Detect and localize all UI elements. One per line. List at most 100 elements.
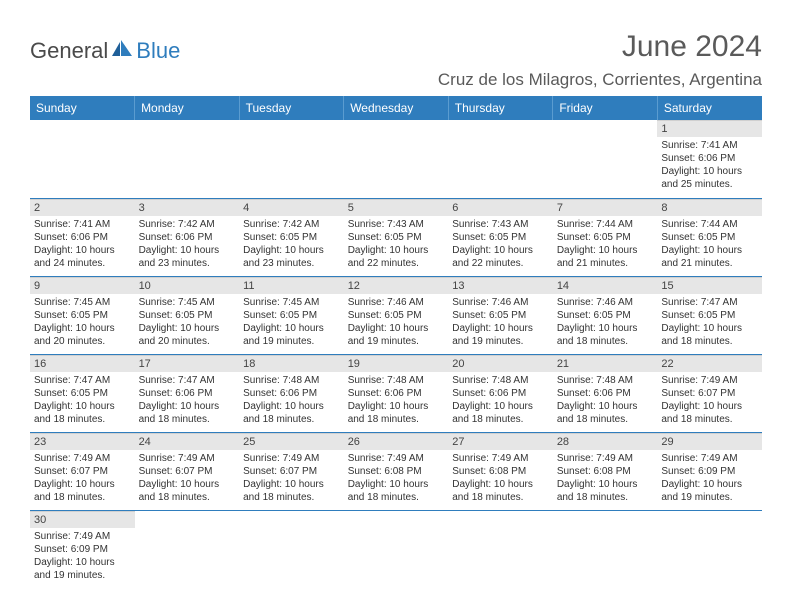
day-day2: and 21 minutes. (557, 257, 654, 270)
day-number: 5 (344, 199, 449, 216)
day-day1: Daylight: 10 hours (34, 400, 131, 413)
day-day2: and 22 minutes. (452, 257, 549, 270)
day-cell: 5Sunrise: 7:43 AMSunset: 6:05 PMDaylight… (344, 198, 449, 276)
day-number: 1 (657, 120, 762, 137)
day-sunset: Sunset: 6:08 PM (557, 465, 654, 478)
day-sunrise: Sunrise: 7:48 AM (557, 374, 654, 387)
title-block: June 2024 Cruz de los Milagros, Corrient… (438, 30, 762, 90)
day-cell: 14Sunrise: 7:46 AMSunset: 6:05 PMDayligh… (553, 276, 658, 354)
day-sunrise: Sunrise: 7:43 AM (348, 218, 445, 231)
day-sunset: Sunset: 6:05 PM (34, 309, 131, 322)
day-sunrise: Sunrise: 7:49 AM (348, 452, 445, 465)
day-cell: 21Sunrise: 7:48 AMSunset: 6:06 PMDayligh… (553, 354, 658, 432)
day-sunset: Sunset: 6:06 PM (243, 387, 340, 400)
day-number: 14 (553, 277, 658, 294)
day-sunset: Sunset: 6:05 PM (243, 231, 340, 244)
day-number: 15 (657, 277, 762, 294)
page-header: General Blue June 2024 Cruz de los Milag… (30, 30, 762, 90)
day-number: 16 (30, 355, 135, 372)
day-cell: 12Sunrise: 7:46 AMSunset: 6:05 PMDayligh… (344, 276, 449, 354)
day-sunset: Sunset: 6:05 PM (348, 309, 445, 322)
day-sunrise: Sunrise: 7:47 AM (34, 374, 131, 387)
day-sunrise: Sunrise: 7:42 AM (139, 218, 236, 231)
weekday-header: Monday (135, 96, 240, 120)
day-details: Sunrise: 7:41 AMSunset: 6:06 PMDaylight:… (657, 137, 762, 195)
brand-text-2: Blue (136, 38, 180, 64)
day-day2: and 18 minutes. (661, 335, 758, 348)
day-day2: and 18 minutes. (557, 335, 654, 348)
day-cell (135, 510, 240, 588)
day-number: 3 (135, 199, 240, 216)
day-day1: Daylight: 10 hours (557, 478, 654, 491)
day-cell (239, 120, 344, 198)
day-sunrise: Sunrise: 7:47 AM (661, 296, 758, 309)
day-sunset: Sunset: 6:06 PM (348, 387, 445, 400)
day-sunset: Sunset: 6:06 PM (661, 152, 758, 165)
weekday-header: Sunday (30, 96, 135, 120)
day-sunrise: Sunrise: 7:46 AM (348, 296, 445, 309)
day-day2: and 18 minutes. (557, 413, 654, 426)
day-day2: and 20 minutes. (34, 335, 131, 348)
day-sunset: Sunset: 6:07 PM (139, 465, 236, 478)
weekday-header: Friday (553, 96, 658, 120)
week-row: 1Sunrise: 7:41 AMSunset: 6:06 PMDaylight… (30, 120, 762, 198)
day-sunset: Sunset: 6:07 PM (34, 465, 131, 478)
day-sunset: Sunset: 6:05 PM (557, 309, 654, 322)
day-day2: and 19 minutes. (243, 335, 340, 348)
calendar-page: General Blue June 2024 Cruz de los Milag… (0, 0, 792, 588)
day-sunset: Sunset: 6:05 PM (452, 231, 549, 244)
day-details: Sunrise: 7:48 AMSunset: 6:06 PMDaylight:… (239, 372, 344, 430)
day-cell: 23Sunrise: 7:49 AMSunset: 6:07 PMDayligh… (30, 432, 135, 510)
day-number: 17 (135, 355, 240, 372)
day-number: 11 (239, 277, 344, 294)
day-day1: Daylight: 10 hours (661, 244, 758, 257)
day-sunset: Sunset: 6:05 PM (557, 231, 654, 244)
day-sunrise: Sunrise: 7:41 AM (661, 139, 758, 152)
day-sunrise: Sunrise: 7:49 AM (661, 374, 758, 387)
location-subtitle: Cruz de los Milagros, Corrientes, Argent… (438, 70, 762, 90)
day-details: Sunrise: 7:47 AMSunset: 6:05 PMDaylight:… (657, 294, 762, 352)
day-day1: Daylight: 10 hours (661, 165, 758, 178)
day-details: Sunrise: 7:44 AMSunset: 6:05 PMDaylight:… (657, 216, 762, 274)
day-day2: and 20 minutes. (139, 335, 236, 348)
weekday-header: Saturday (657, 96, 762, 120)
day-day1: Daylight: 10 hours (348, 244, 445, 257)
day-day2: and 24 minutes. (34, 257, 131, 270)
day-day2: and 18 minutes. (34, 413, 131, 426)
day-details: Sunrise: 7:49 AMSunset: 6:09 PMDaylight:… (30, 528, 135, 586)
day-day2: and 25 minutes. (661, 178, 758, 191)
day-number: 4 (239, 199, 344, 216)
day-cell: 6Sunrise: 7:43 AMSunset: 6:05 PMDaylight… (448, 198, 553, 276)
day-cell: 25Sunrise: 7:49 AMSunset: 6:07 PMDayligh… (239, 432, 344, 510)
day-sunset: Sunset: 6:06 PM (139, 387, 236, 400)
day-cell (344, 510, 449, 588)
day-number: 29 (657, 433, 762, 450)
day-cell: 8Sunrise: 7:44 AMSunset: 6:05 PMDaylight… (657, 198, 762, 276)
day-day1: Daylight: 10 hours (348, 400, 445, 413)
day-number: 6 (448, 199, 553, 216)
calendar-table: Sunday Monday Tuesday Wednesday Thursday… (30, 96, 762, 588)
day-sunset: Sunset: 6:05 PM (661, 231, 758, 244)
day-cell (553, 120, 658, 198)
day-number: 27 (448, 433, 553, 450)
day-sunrise: Sunrise: 7:45 AM (34, 296, 131, 309)
day-details: Sunrise: 7:43 AMSunset: 6:05 PMDaylight:… (448, 216, 553, 274)
day-sunset: Sunset: 6:06 PM (139, 231, 236, 244)
day-number: 24 (135, 433, 240, 450)
day-day1: Daylight: 10 hours (452, 400, 549, 413)
day-day2: and 18 minutes. (452, 491, 549, 504)
day-sunrise: Sunrise: 7:49 AM (452, 452, 549, 465)
day-day1: Daylight: 10 hours (34, 322, 131, 335)
day-sunrise: Sunrise: 7:47 AM (139, 374, 236, 387)
day-day1: Daylight: 10 hours (34, 478, 131, 491)
day-sunrise: Sunrise: 7:43 AM (452, 218, 549, 231)
day-day1: Daylight: 10 hours (661, 400, 758, 413)
day-cell: 28Sunrise: 7:49 AMSunset: 6:08 PMDayligh… (553, 432, 658, 510)
day-number: 8 (657, 199, 762, 216)
day-sunrise: Sunrise: 7:44 AM (557, 218, 654, 231)
day-sunrise: Sunrise: 7:48 AM (452, 374, 549, 387)
day-details: Sunrise: 7:43 AMSunset: 6:05 PMDaylight:… (344, 216, 449, 274)
day-cell: 3Sunrise: 7:42 AMSunset: 6:06 PMDaylight… (135, 198, 240, 276)
day-sunrise: Sunrise: 7:42 AM (243, 218, 340, 231)
day-sunrise: Sunrise: 7:45 AM (243, 296, 340, 309)
